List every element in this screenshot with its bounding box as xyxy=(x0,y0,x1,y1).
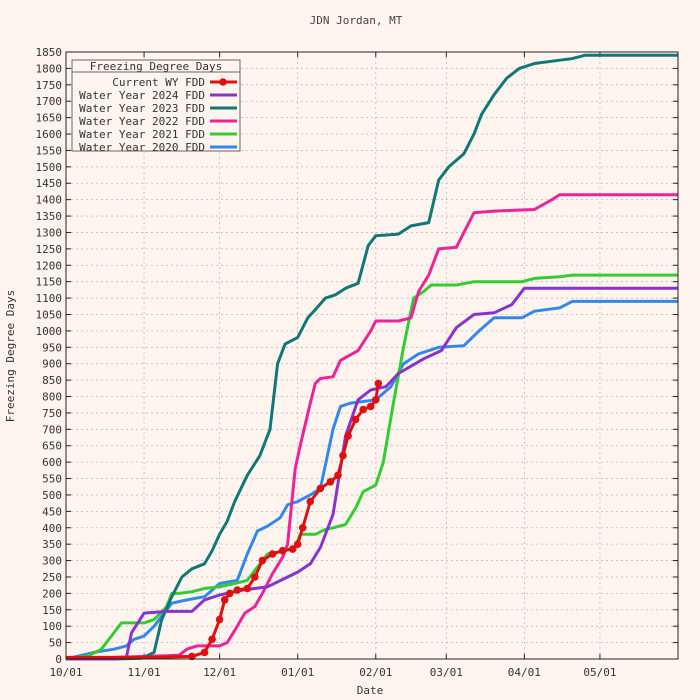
legend-title: Freezing Degree Days xyxy=(90,60,222,73)
series-point-current-wy-fdd xyxy=(243,584,252,593)
x-axis-ticks: 10/01 11/01 12/01 01/01 02/01 03/01 04/01 05/01 xyxy=(49,52,616,679)
series-point-current-wy-fdd xyxy=(344,432,352,440)
y-tick-label: 1150 xyxy=(36,276,63,289)
y-tick-label: 1500 xyxy=(36,161,63,174)
y-tick-label: 1400 xyxy=(36,194,63,207)
y-tick-label: 1700 xyxy=(36,95,63,108)
series-point-current-wy-fdd xyxy=(233,586,242,594)
y-tick-label: 1250 xyxy=(36,243,63,256)
series-point-current-wy-fdd xyxy=(278,546,287,555)
series-point-current-wy-fdd xyxy=(288,545,297,553)
x-tick-label: 11/01 xyxy=(128,666,161,679)
series-point-current-wy-fdd xyxy=(293,540,302,548)
series-point-current-wy-fdd xyxy=(372,396,380,404)
series-point-current-wy-fdd xyxy=(225,589,234,598)
series-point-current-wy-fdd xyxy=(251,573,259,581)
x-tick-label: 01/01 xyxy=(281,666,314,679)
legend-label: Water Year 2024 FDD xyxy=(79,89,205,102)
y-tick-label: 1450 xyxy=(36,177,63,190)
legend-box xyxy=(71,59,241,152)
legend-label: Water Year 2023 FDD xyxy=(79,102,205,115)
y-axis-ticks: 0 50 100 150 200 250 300 350 400 450 500 550 600 650 7… xyxy=(36,46,678,666)
series-point-current-wy-fdd xyxy=(366,402,375,411)
y-tick-label: 400 xyxy=(42,522,62,535)
y-tick-label: 900 xyxy=(42,358,62,371)
x-tick-label: 12/01 xyxy=(203,666,236,679)
y-tick-label: 550 xyxy=(42,473,62,486)
series-point-current-wy-fdd xyxy=(334,471,342,480)
series-point-current-wy-fdd xyxy=(188,652,196,661)
y-tick-label: 750 xyxy=(42,407,62,420)
y-tick-label: 250 xyxy=(42,571,62,584)
y-tick-label: 1650 xyxy=(36,112,63,125)
x-tick-label: 02/01 xyxy=(359,666,392,679)
legend-marker xyxy=(219,78,227,86)
series-point-current-wy-fdd xyxy=(208,635,216,644)
series-point-current-wy-fdd xyxy=(339,451,347,460)
series-point-current-wy-fdd xyxy=(359,405,368,414)
series-point-current-wy-fdd xyxy=(220,596,229,604)
y-tick-label: 700 xyxy=(42,423,62,436)
y-tick-label: 600 xyxy=(42,456,62,469)
y-tick-label: 350 xyxy=(42,538,62,551)
y-tick-label: 300 xyxy=(42,555,62,568)
y-tick-label: 200 xyxy=(42,587,62,600)
series-point-current-wy-fdd xyxy=(268,550,277,558)
data-series xyxy=(65,53,678,661)
legend-label: Water Year 2021 FDD xyxy=(79,128,205,141)
series-line-water-year-2023-fdd xyxy=(66,53,678,661)
series-point-current-wy-fdd xyxy=(298,524,307,532)
y-tick-label: 1350 xyxy=(36,210,63,223)
y-tick-label: 1300 xyxy=(36,226,63,239)
y-tick-label: 1550 xyxy=(36,144,63,157)
series-point-current-wy-fdd xyxy=(306,497,315,506)
y-tick-label: 850 xyxy=(42,374,62,387)
y-tick-label: 1800 xyxy=(36,62,63,75)
y-tick-label: 1200 xyxy=(36,259,63,272)
series-line-water-year-2024-fdd xyxy=(66,286,678,661)
y-tick-label: 950 xyxy=(42,341,62,354)
legend-label: Water Year 2020 FDD xyxy=(79,141,205,154)
y-tick-label: 650 xyxy=(42,440,62,453)
series-line-water-year-2020-fdd xyxy=(65,299,678,661)
series-point-current-wy-fdd xyxy=(351,415,360,424)
y-tick-label: 500 xyxy=(42,489,62,502)
y-tick-label: 100 xyxy=(42,620,62,633)
series-point-current-wy-fdd xyxy=(215,615,224,624)
x-tick-label: 05/01 xyxy=(583,666,616,679)
chart-title: JDN Jordan, MT xyxy=(310,14,403,27)
x-tick-label: 03/01 xyxy=(430,666,463,679)
legend-label: Current WY FDD xyxy=(112,76,205,89)
y-tick-label: 800 xyxy=(42,391,62,404)
y-axis-label: Freezing Degree Days xyxy=(4,290,17,422)
legend-label: Water Year 2022 FDD xyxy=(79,115,205,128)
plot-frame xyxy=(65,51,679,660)
y-tick-label: 1050 xyxy=(36,308,63,321)
series-point-current-wy-fdd xyxy=(316,484,325,493)
y-tick-label: 450 xyxy=(42,505,62,518)
x-tick-label: 10/01 xyxy=(49,666,82,679)
y-tick-label: 1750 xyxy=(36,79,63,92)
series-point-current-wy-fdd xyxy=(258,556,267,565)
y-tick-label: 1600 xyxy=(36,128,63,141)
x-axis-label: Date xyxy=(357,684,384,697)
series-point-current-wy-fdd xyxy=(200,648,209,657)
y-tick-label: 1100 xyxy=(36,292,63,305)
y-tick-label: 0 xyxy=(55,653,62,666)
y-tick-label: 50 xyxy=(49,637,62,650)
series-point-current-wy-fdd xyxy=(326,478,335,486)
y-tick-label: 1850 xyxy=(36,46,63,59)
series-point-current-wy-fdd xyxy=(374,379,383,388)
y-tick-label: 1000 xyxy=(36,325,63,338)
y-tick-label: 150 xyxy=(42,604,62,617)
x-tick-label: 04/01 xyxy=(508,666,541,679)
series-line-water-year-2021-fdd xyxy=(65,273,678,661)
